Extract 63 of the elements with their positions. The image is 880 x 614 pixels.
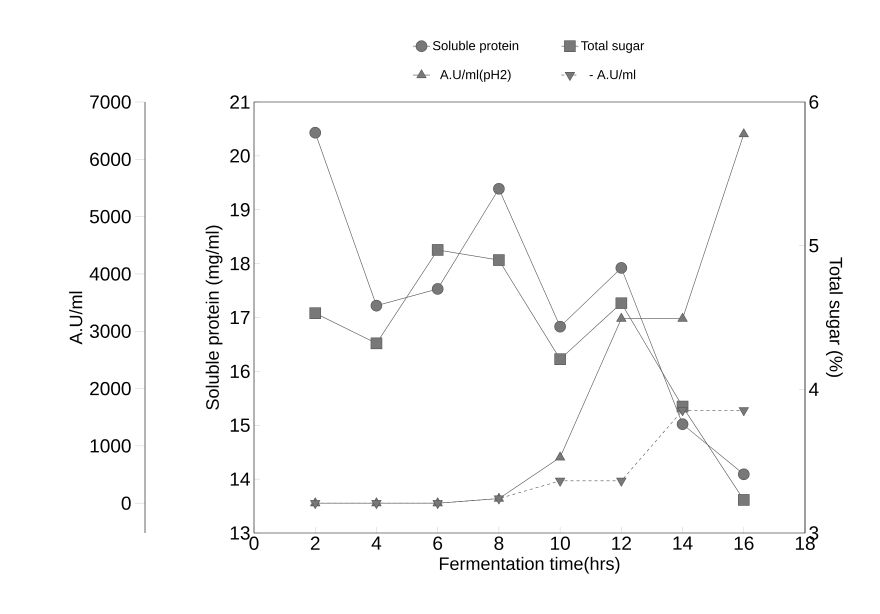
point xyxy=(370,300,382,312)
point xyxy=(678,407,688,416)
point xyxy=(310,500,320,509)
point xyxy=(370,338,382,350)
y3-tick-label: 0 xyxy=(122,496,131,510)
y-tick-label: 16 xyxy=(230,364,250,378)
y-tick-label: 14 xyxy=(230,472,250,486)
y3-tick-label: 5000 xyxy=(90,210,131,224)
point xyxy=(738,407,749,416)
y3-tick-label: 4000 xyxy=(90,267,131,281)
point xyxy=(616,262,628,274)
y3-tick-label: 7000 xyxy=(90,95,131,109)
point xyxy=(432,500,443,509)
point xyxy=(738,468,750,480)
x-tick-label: 16 xyxy=(734,536,754,550)
x-tick-label: 10 xyxy=(550,536,570,550)
point xyxy=(554,320,566,332)
point xyxy=(616,478,626,487)
y3-tick-label: 3000 xyxy=(90,324,131,338)
point xyxy=(554,353,566,365)
point xyxy=(678,312,688,322)
x-tick-label: 8 xyxy=(494,536,504,550)
point xyxy=(494,496,504,504)
y3-axis-title: A.U/ml xyxy=(69,292,82,344)
legend-label: Soluble protein xyxy=(432,40,518,53)
point xyxy=(432,244,444,256)
y-axis-title: Soluble protein (mg/ml) xyxy=(206,226,222,410)
point xyxy=(616,312,626,322)
point xyxy=(738,494,750,506)
legend-label: - A.U/ml xyxy=(590,70,636,80)
y-tick-label: 20 xyxy=(230,149,250,163)
y-tick-label: 15 xyxy=(230,418,250,432)
point xyxy=(309,307,322,319)
y3-tick-label: 6000 xyxy=(90,152,131,166)
y-tick-label: 21 xyxy=(230,95,250,109)
legend-label: Total sugar xyxy=(581,40,644,53)
y-tick-label: 19 xyxy=(230,203,250,216)
point xyxy=(432,283,444,295)
x-tick-label: 4 xyxy=(372,536,382,550)
point xyxy=(493,254,505,266)
y-tick-label: 13 xyxy=(230,526,250,540)
y2-tick-label: 5 xyxy=(809,239,818,252)
y2-tick-label: 6 xyxy=(810,95,818,109)
x-axis-title: Fermentation time(hrs) xyxy=(440,556,620,574)
y3-tick-label: 1000 xyxy=(90,439,131,453)
point xyxy=(555,478,566,487)
point xyxy=(676,418,688,430)
x-tick-label: 14 xyxy=(673,536,693,550)
x-tick-label: 6 xyxy=(433,536,442,550)
y-tick-label: 17 xyxy=(230,310,250,324)
y-tick-label: 18 xyxy=(230,256,250,270)
legend-label: A.U/ml(pH2) xyxy=(440,70,511,82)
x-tick-label: 2 xyxy=(310,536,320,550)
y3-tick-label: 2000 xyxy=(90,382,131,396)
point xyxy=(309,126,322,139)
point xyxy=(616,297,628,309)
x-tick-label: 12 xyxy=(612,536,631,550)
point xyxy=(371,500,382,509)
point xyxy=(493,182,505,195)
y2-axis-title: Total sugar (%) xyxy=(826,257,843,377)
x-tick-label: 0 xyxy=(249,536,259,550)
y2-tick-label: 4 xyxy=(808,382,819,396)
point xyxy=(738,128,749,138)
